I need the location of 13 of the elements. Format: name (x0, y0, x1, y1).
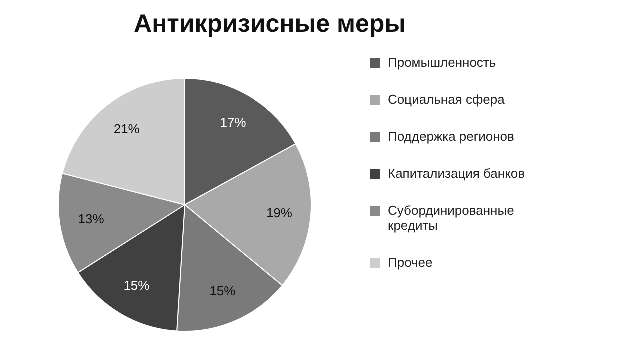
data-label: 13% (78, 211, 105, 226)
legend-label: Промышленность (388, 55, 496, 70)
legend-label: Капитализация банков (388, 166, 526, 181)
legend-label: Социальная сфера (388, 92, 505, 107)
data-label: 15% (124, 278, 150, 294)
legend-label: Поддержка регионов (388, 129, 514, 144)
data-label: 15% (210, 284, 236, 299)
legend-label: Прочее (388, 255, 433, 270)
chart-title: Антикризисные меры (133, 10, 407, 39)
data-label: 17% (220, 114, 247, 130)
legend-label: Субординированные кредиты (388, 203, 516, 233)
data-label: 21% (114, 122, 140, 137)
data-label: 19% (266, 206, 293, 221)
